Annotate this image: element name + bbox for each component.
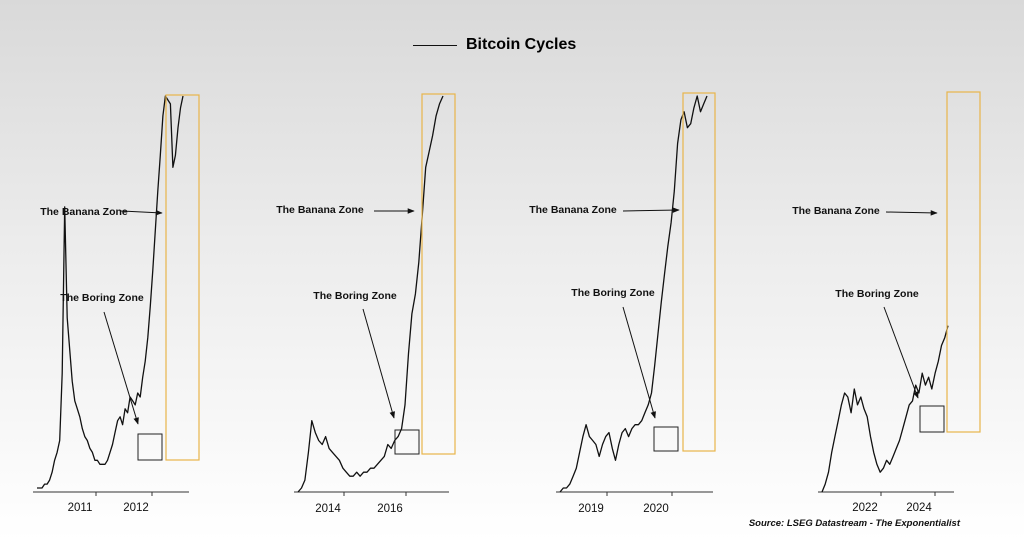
legend: Bitcoin Cycles bbox=[413, 34, 576, 56]
boring-zone-box bbox=[394, 429, 420, 455]
x-tick-label: 2019 bbox=[578, 503, 604, 515]
x-tick-label: 2022 bbox=[852, 502, 878, 514]
boring-zone-arrow bbox=[883, 306, 919, 399]
banana-zone-arrow bbox=[120, 209, 163, 216]
x-tick-label: 2024 bbox=[906, 502, 932, 514]
boring-zone-arrow bbox=[622, 306, 656, 419]
banana-zone-label: The Banana Zone bbox=[529, 204, 617, 216]
x-tick-label: 2014 bbox=[315, 503, 341, 515]
x-tick-label: 2012 bbox=[123, 502, 149, 514]
boring-zone-label: The Boring Zone bbox=[60, 292, 144, 304]
banana-zone-box bbox=[682, 92, 716, 452]
boring-zone-label: The Boring Zone bbox=[313, 290, 397, 302]
x-tick-label: 2016 bbox=[377, 503, 403, 515]
banana-zone-box bbox=[421, 93, 456, 455]
x-tick-label: 2020 bbox=[643, 503, 669, 515]
source-note: Source: LSEG Datastream - The Exponentia… bbox=[748, 518, 960, 529]
price-line-series bbox=[821, 325, 949, 493]
x-tick-label: 2011 bbox=[68, 502, 93, 514]
boring-zone-label: The Boring Zone bbox=[835, 288, 919, 300]
boring-zone-box bbox=[919, 405, 945, 433]
boring-zone-box bbox=[653, 426, 679, 452]
legend-label: Bitcoin Cycles bbox=[466, 36, 577, 53]
boring-zone-arrow bbox=[362, 308, 395, 419]
banana-zone-box bbox=[946, 91, 981, 433]
boring-zone-label: The Boring Zone bbox=[571, 287, 655, 299]
banana-zone-label: The Banana Zone bbox=[40, 206, 128, 218]
banana-zone-label: The Banana Zone bbox=[276, 204, 364, 216]
banana-zone-label: The Banana Zone bbox=[792, 205, 880, 217]
price-line-series bbox=[297, 95, 444, 493]
boring-zone-box bbox=[137, 433, 163, 461]
banana-zone-box bbox=[165, 94, 200, 461]
price-line-series bbox=[37, 95, 184, 489]
boring-zone-arrow bbox=[103, 311, 139, 425]
banana-zone-arrow bbox=[885, 210, 938, 216]
banana-zone-arrow bbox=[622, 207, 680, 213]
legend-line-swatch bbox=[413, 44, 457, 46]
